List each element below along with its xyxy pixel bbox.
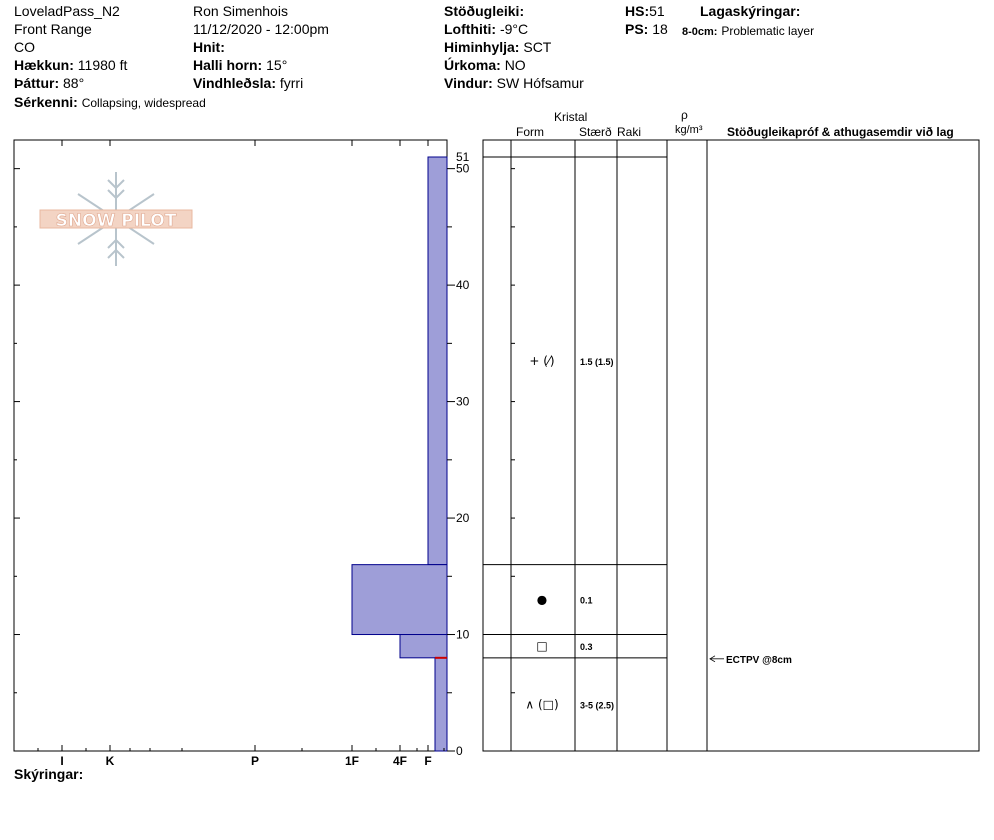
tests-header: Stöðugleikapróf & athugasemdir við lag bbox=[727, 125, 954, 139]
slope-value: 15° bbox=[266, 57, 288, 73]
hardness-bar bbox=[399, 634, 448, 659]
layer-note-depth: 8-0cm: bbox=[682, 26, 718, 38]
layer-notes-label: Lagaskýringar: bbox=[700, 3, 801, 19]
snow-pilot-logo: SNOW PILOT bbox=[39, 172, 193, 266]
grain-size-label: 0.3 bbox=[580, 642, 593, 652]
precip: Úrkoma: NO bbox=[444, 57, 526, 73]
elevation: Hækkun: 11980 ft bbox=[14, 57, 127, 73]
notes-label: Skýringar: bbox=[14, 766, 84, 782]
grain-form-symbol: + (⁄) bbox=[529, 354, 554, 368]
stability-test-label: ECTPV @8cm bbox=[726, 655, 792, 666]
rho-header: ρ bbox=[681, 108, 688, 122]
grain-size-label: 1.5 (1.5) bbox=[580, 357, 614, 367]
sky: Himinhylja: SCT bbox=[444, 39, 551, 55]
x-tick-label: 1F bbox=[345, 754, 359, 768]
hardness-bar bbox=[434, 657, 448, 752]
coords-label: Hnit: bbox=[193, 39, 225, 55]
layer-note-text: Problematic layer bbox=[721, 24, 815, 38]
hardness-bar bbox=[351, 564, 448, 636]
y-tick-label: 40 bbox=[456, 278, 470, 292]
aspect-label: Þáttur: bbox=[14, 75, 60, 91]
grain-size-label: 3-5 (2.5) bbox=[580, 700, 614, 710]
site-name: LoveladPass_N2 bbox=[14, 3, 120, 19]
hardness-bar bbox=[427, 156, 448, 566]
wind-value: SW Hófsamur bbox=[496, 75, 584, 91]
moisture-header: Raki bbox=[617, 125, 642, 139]
hs-value: 51 bbox=[649, 3, 665, 19]
logo-text: SNOW PILOT bbox=[56, 211, 177, 231]
air-temp-label: Lofthiti: bbox=[444, 21, 497, 37]
wind-load-label: Vindhleðsla: bbox=[193, 75, 276, 91]
layer-note: 8-0cm: Problematic layer bbox=[682, 22, 814, 38]
y-tick-label: 20 bbox=[456, 511, 470, 525]
features-value: Collapsing, widespread bbox=[81, 96, 206, 110]
hs: HS:51 bbox=[625, 3, 665, 19]
elevation-value: 11980 ft bbox=[77, 57, 128, 73]
sky-label: Himinhylja: bbox=[444, 39, 520, 55]
y-tick-label: 50 bbox=[456, 162, 470, 176]
features-label: Sérkenni: bbox=[14, 94, 78, 110]
aspect: Þáttur: 88° bbox=[14, 75, 84, 91]
form-header: Form bbox=[516, 125, 544, 139]
y-tick-label: 0 bbox=[456, 744, 463, 758]
datetime: 11/12/2020 - 12:00pm bbox=[193, 21, 329, 37]
grain-form-symbol: ∧ (□) bbox=[525, 697, 558, 711]
y-top-label: 51 bbox=[456, 150, 470, 164]
slope-label: Halli horn: bbox=[193, 57, 263, 73]
air-temp-value: -9°C bbox=[499, 21, 529, 37]
aspect-value: 88° bbox=[63, 75, 85, 91]
sky-value: SCT bbox=[523, 39, 552, 55]
density-unit-header: kg/m³ bbox=[675, 124, 703, 136]
layer-table: + (⁄) 1.5 (1.5) ● 0.1 □ 0.3 ∧ (□) 3-5 (2.5) ECTP… bbox=[482, 139, 980, 752]
x-tick-label: I bbox=[60, 754, 63, 768]
x-tick-label: F bbox=[424, 754, 431, 768]
x-tick-label: P bbox=[251, 754, 259, 768]
wind-label: Vindur: bbox=[444, 75, 493, 91]
ps-value: 18 bbox=[652, 21, 668, 37]
x-tick-label: 4F bbox=[393, 754, 407, 768]
features: Sérkenni: Collapsing, widespread bbox=[14, 94, 206, 110]
wind: Vindur: SW Hófsamur bbox=[444, 75, 584, 91]
grain-size-label: 0.1 bbox=[580, 596, 593, 606]
ps-label: PS: bbox=[625, 21, 649, 37]
observer: Ron Simenhois bbox=[193, 3, 288, 19]
precip-value: NO bbox=[504, 57, 526, 73]
grain-form-symbol: □ bbox=[536, 639, 547, 653]
table-frame bbox=[482, 139, 980, 752]
air-temp: Lofthiti: -9°C bbox=[444, 21, 528, 37]
plot-frame bbox=[13, 139, 448, 752]
state-name: CO bbox=[14, 39, 35, 55]
wind-load: Vindhleðsla: fyrri bbox=[193, 75, 303, 91]
stability-label: Stöðugleiki: bbox=[444, 3, 525, 19]
test-arrow-icon bbox=[709, 655, 716, 663]
wind-load-value: fyrri bbox=[279, 75, 304, 91]
elevation-label: Hækkun: bbox=[14, 57, 74, 73]
size-header: Stærð bbox=[579, 125, 612, 139]
precip-label: Úrkoma: bbox=[444, 57, 501, 73]
range-name: Front Range bbox=[14, 21, 92, 37]
hs-label: HS: bbox=[625, 3, 650, 19]
ps: PS: 18 bbox=[625, 21, 668, 37]
y-tick-label: 30 bbox=[456, 395, 470, 409]
slope: Halli horn: 15° bbox=[193, 57, 287, 73]
grain-form-symbol: ● bbox=[537, 593, 547, 607]
crystal-header: Kristal bbox=[554, 110, 588, 124]
x-tick-label: K bbox=[106, 754, 115, 768]
y-tick-label: 10 bbox=[456, 628, 470, 642]
